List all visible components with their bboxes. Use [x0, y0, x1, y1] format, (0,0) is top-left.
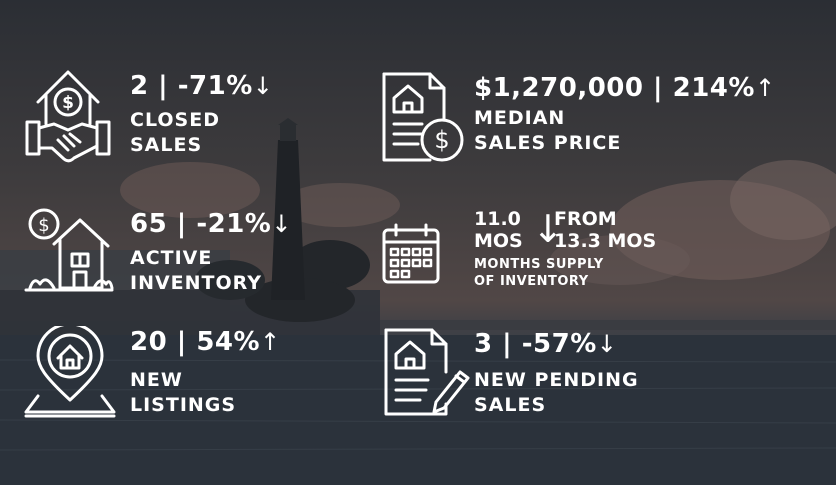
new-listings-label: NEW LISTINGS [130, 368, 236, 418]
down-arrow-icon: ↓ [596, 330, 618, 358]
down-arrow-icon: ↓ [252, 72, 274, 100]
active-inventory-label: ACTIVE INVENTORY [130, 246, 262, 296]
down-arrow-icon: ↓ [271, 210, 292, 238]
house-dollar-icon: $ [24, 204, 114, 296]
closed-sales-headline: 2 | -71%↓ [130, 72, 273, 100]
new-listings-headline: 20 | 54%↑ [130, 328, 281, 356]
median-price-value: $1,270,000 [474, 73, 644, 103]
months-supply-current-value: 11.0 [474, 208, 521, 230]
separator: | [502, 329, 513, 359]
median-price-label-line1: MEDIAN [474, 107, 566, 129]
new-listings-value: 20 [130, 327, 168, 357]
months-supply-label: MONTHS SUPPLY OF INVENTORY [474, 256, 604, 290]
active-inventory-label-line2: INVENTORY [130, 272, 263, 294]
separator: | [176, 327, 187, 357]
median-price-change: 214% [672, 73, 755, 103]
document-pen-icon [380, 326, 470, 420]
separator: | [158, 71, 169, 101]
closed-sales-label: CLOSED SALES [130, 108, 220, 158]
svg-text:$: $ [38, 215, 49, 236]
median-price-headline: $1,270,000 | 214%↑ [474, 74, 776, 102]
svg-text:$: $ [62, 93, 74, 113]
closed-sales-label-line2: SALES [130, 134, 203, 156]
closed-sales-value: 2 [130, 71, 149, 101]
months-supply-label-line2: OF INVENTORY [474, 274, 589, 289]
up-arrow-icon: ↑ [754, 74, 776, 102]
active-inventory-value: 65 [130, 209, 168, 239]
months-supply-previous: FROM 13.3 MOS [554, 208, 656, 252]
new-listings-label-line1: NEW [130, 369, 183, 391]
new-pending-value: 3 [474, 329, 493, 359]
active-inventory-headline: 65 | -21%↓ [130, 210, 292, 238]
median-price-label-line2: SALES PRICE [474, 132, 622, 154]
closed-sales-label-line1: CLOSED [130, 109, 220, 131]
separator: | [653, 73, 664, 103]
closed-sales-change: -71% [177, 71, 253, 101]
handshake-house-icon: $ [24, 64, 112, 172]
months-supply-label-line1: MONTHS SUPPLY [474, 257, 604, 272]
new-pending-change: -57% [521, 329, 597, 359]
median-price-label: MEDIAN SALES PRICE [474, 106, 621, 156]
separator: | [176, 209, 187, 239]
new-pending-label: NEW PENDING SALES [474, 368, 639, 418]
document-dollar-icon: $ [378, 70, 468, 166]
new-listings-change: 54% [196, 327, 261, 357]
months-supply-current-unit: MOS [474, 230, 523, 252]
calendar-icon [380, 222, 442, 286]
active-inventory-label-line1: ACTIVE [130, 247, 213, 269]
up-arrow-icon: ↑ [260, 328, 281, 356]
active-inventory-change: -21% [196, 209, 272, 239]
months-supply-current: 11.0 MOS [474, 208, 523, 252]
new-pending-label-line2: SALES [474, 394, 547, 416]
down-arrow-icon: ↓ [532, 207, 564, 251]
new-pending-label-line1: NEW PENDING [474, 369, 639, 391]
svg-text:$: $ [434, 126, 449, 154]
months-supply-from-label: FROM [554, 208, 617, 230]
months-supply-previous-value: 13.3 MOS [554, 230, 657, 252]
map-pin-house-icon [24, 322, 116, 420]
new-listings-label-line2: LISTINGS [130, 394, 237, 416]
new-pending-headline: 3 | -57%↓ [474, 330, 617, 358]
